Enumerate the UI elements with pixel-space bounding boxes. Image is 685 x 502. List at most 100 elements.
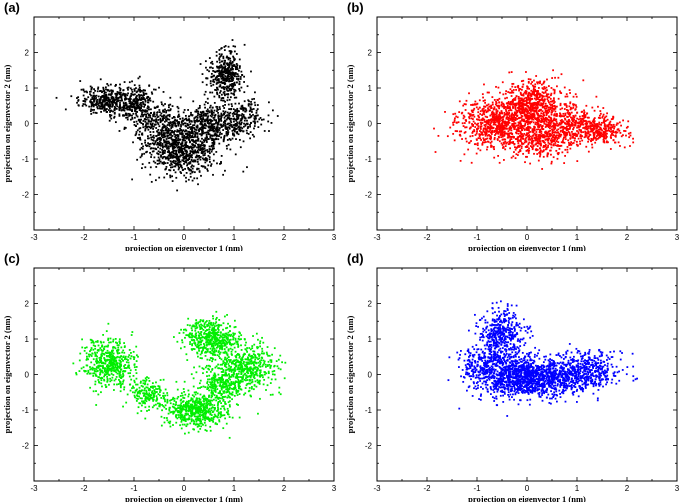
data-point <box>602 138 605 141</box>
data-point <box>169 137 171 139</box>
data-point <box>523 120 526 123</box>
data-point <box>105 104 108 106</box>
data-point <box>90 102 93 105</box>
data-point <box>497 99 499 102</box>
data-point <box>142 122 144 125</box>
data-point <box>544 109 547 112</box>
data-point <box>201 150 203 153</box>
data-point <box>234 102 237 105</box>
data-point <box>537 123 539 126</box>
data-point <box>604 116 606 119</box>
data-point <box>575 121 578 123</box>
data-point <box>207 138 209 141</box>
data-point <box>191 154 193 156</box>
data-point <box>237 116 240 118</box>
data-point <box>254 116 257 119</box>
data-point <box>158 138 161 141</box>
data-point <box>473 130 476 133</box>
data-point <box>166 140 168 143</box>
data-point <box>238 58 241 61</box>
data-point <box>550 143 553 146</box>
data-point <box>567 139 570 142</box>
data-point <box>523 113 526 115</box>
data-point <box>526 109 529 112</box>
data-point <box>546 98 549 100</box>
data-point <box>567 110 570 112</box>
data-point <box>186 123 189 125</box>
data-point <box>259 117 262 119</box>
data-point <box>512 105 514 108</box>
data-point <box>158 144 161 147</box>
data-point <box>218 69 220 72</box>
data-point <box>493 113 496 116</box>
data-point <box>192 165 195 168</box>
data-point <box>77 96 80 99</box>
data-point <box>138 84 141 87</box>
data-point <box>554 136 557 139</box>
data-point <box>231 132 234 135</box>
data-point <box>166 130 169 133</box>
data-point <box>194 116 197 119</box>
data-point <box>487 130 490 133</box>
data-point <box>135 112 137 115</box>
data-point <box>482 112 485 115</box>
data-point <box>529 78 532 81</box>
data-point <box>508 134 510 137</box>
data-point <box>109 105 112 108</box>
data-point <box>508 141 511 144</box>
data-point <box>108 93 110 96</box>
data-point <box>203 103 206 106</box>
data-point <box>551 100 553 103</box>
data-point <box>464 131 467 133</box>
data-point <box>134 108 137 110</box>
data-point <box>182 156 185 158</box>
data-point <box>165 119 167 121</box>
data-point <box>490 146 492 148</box>
data-point <box>164 108 166 111</box>
data-point <box>554 142 557 144</box>
data-point <box>551 125 554 128</box>
data-point <box>193 124 196 126</box>
data-point <box>138 118 141 121</box>
data-point <box>144 125 147 128</box>
data-point <box>609 120 612 123</box>
data-point <box>582 131 584 134</box>
data-point <box>504 106 507 108</box>
data-point <box>210 163 213 166</box>
data-point <box>503 130 506 133</box>
data-point <box>152 125 155 128</box>
data-point <box>548 142 551 145</box>
data-point <box>507 134 509 137</box>
data-point <box>226 111 229 114</box>
data-point <box>143 152 146 155</box>
data-point <box>222 121 225 124</box>
data-point <box>249 125 251 128</box>
data-point <box>193 145 196 148</box>
data-point <box>535 121 537 124</box>
data-point <box>135 131 138 133</box>
data-point <box>521 85 524 88</box>
data-point <box>515 128 518 131</box>
data-point <box>602 120 605 123</box>
data-point <box>514 157 517 160</box>
data-point <box>220 112 223 115</box>
data-point <box>164 157 167 160</box>
data-point <box>517 97 520 100</box>
data-point <box>212 126 215 129</box>
data-point <box>493 148 495 151</box>
data-point <box>117 99 120 102</box>
data-point <box>224 79 226 82</box>
data-point <box>560 121 563 123</box>
data-point <box>230 84 233 86</box>
data-point <box>549 97 552 100</box>
data-point <box>218 73 221 76</box>
data-point <box>613 127 615 130</box>
data-point <box>152 134 155 137</box>
data-point <box>559 102 562 105</box>
data-point <box>505 113 508 115</box>
data-point <box>166 147 168 150</box>
data-point <box>483 83 485 86</box>
data-point <box>119 87 122 90</box>
data-point <box>539 128 542 131</box>
